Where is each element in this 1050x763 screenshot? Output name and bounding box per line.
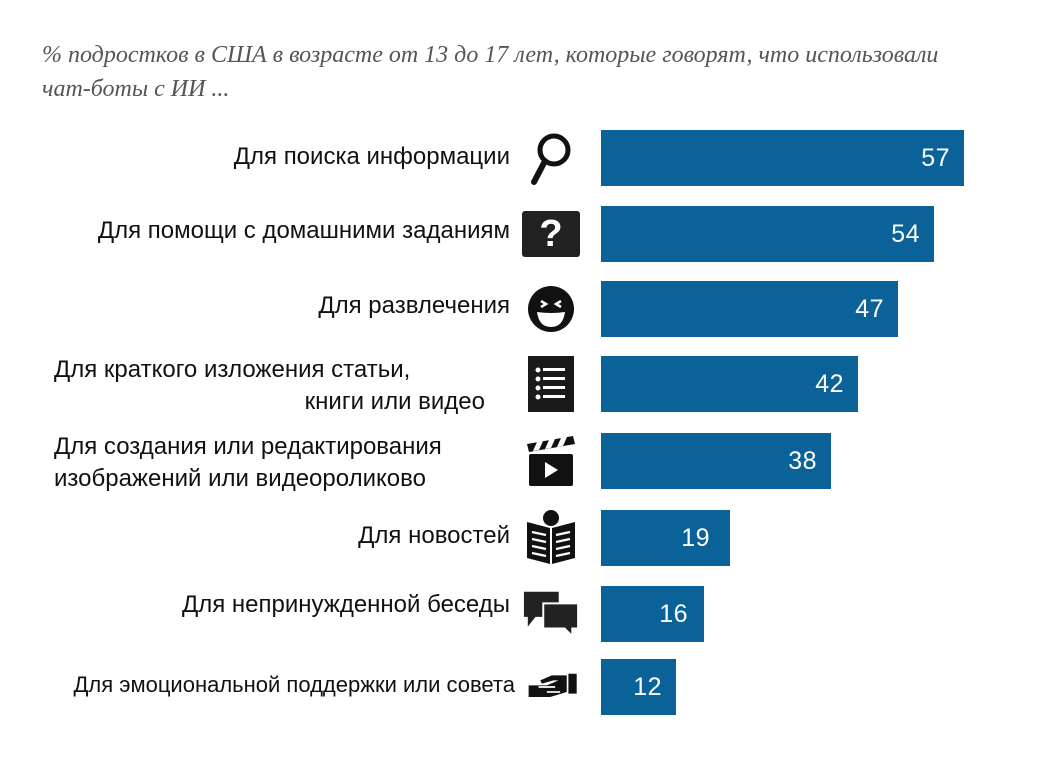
clapperboard-icon	[522, 432, 580, 490]
category-label-line1: Для краткого изложения статьи,	[54, 356, 411, 383]
helping-hand-icon	[522, 658, 580, 716]
list-icon	[522, 355, 580, 413]
bar: 38	[601, 433, 831, 489]
bar: 42	[601, 356, 858, 412]
bar-value: 54	[891, 219, 920, 248]
bar: 47	[601, 281, 898, 337]
bar-value: 12	[633, 672, 662, 701]
category-label: Для помощи с домашними заданиям	[97, 217, 510, 244]
category-label: Для поиска информации	[233, 143, 510, 170]
category-label-line2: изображений или видеороликово	[54, 465, 426, 492]
bar-value: 42	[815, 369, 844, 398]
bar-value: 19	[681, 523, 710, 552]
bar: 16	[601, 586, 704, 642]
magnifier-icon	[522, 130, 580, 188]
category-label: Для новостей	[358, 522, 510, 549]
bar: 12	[601, 659, 676, 715]
category-label-line2: книги или видео	[304, 388, 485, 415]
category-label-line1: Для создания или редактирования	[54, 433, 442, 460]
newspaper-reader-icon	[522, 508, 580, 566]
chat-bubbles-icon	[522, 585, 580, 643]
category-label: Для непринужденной беседы	[181, 591, 510, 618]
category-label: Для эмоциональной поддержки или совета	[73, 672, 515, 697]
bar-value: 16	[659, 599, 688, 628]
chart-title: % подростков в США в возрасте от 13 до 1…	[42, 42, 939, 102]
bar-value: 38	[788, 446, 817, 475]
bar: 19	[601, 510, 730, 566]
bar: 57	[601, 130, 964, 186]
category-label: Для развлечения	[318, 292, 510, 319]
bar-value: 47	[855, 294, 884, 323]
bar: 54	[601, 206, 934, 262]
question-mark-icon: ?	[522, 205, 580, 263]
bar-value: 57	[921, 143, 950, 172]
laughing-face-icon	[522, 280, 580, 338]
